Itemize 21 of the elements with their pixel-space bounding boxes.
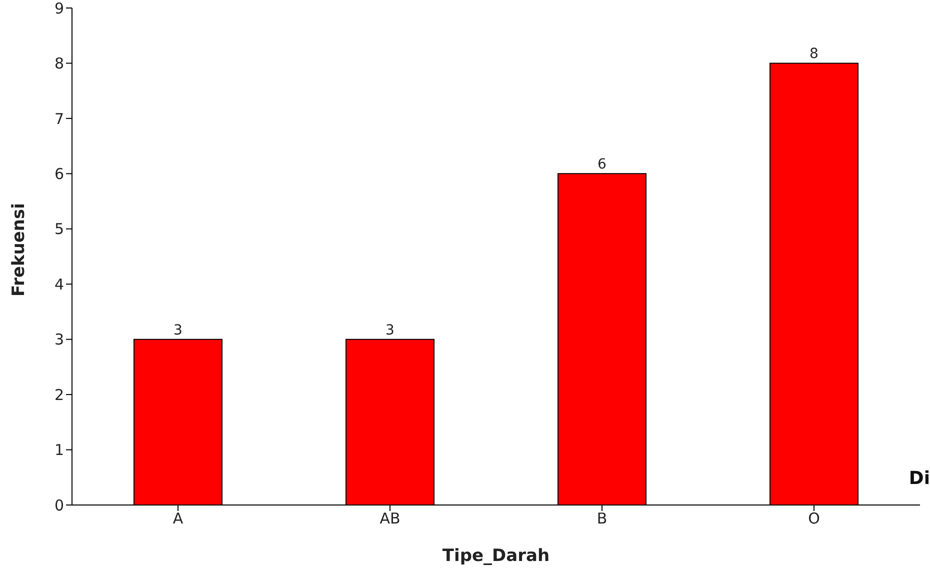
y-tick-label: 9 bbox=[54, 0, 64, 18]
annotation: Di bbox=[908, 468, 930, 489]
y-tick-label: 1 bbox=[54, 441, 64, 460]
y-tick-label: 3 bbox=[54, 330, 64, 349]
x-axis-title: Tipe_Darah bbox=[442, 546, 550, 566]
y-tick-label: 2 bbox=[54, 386, 64, 404]
y-tick-label: 7 bbox=[54, 110, 64, 128]
y-tick-label: 6 bbox=[54, 164, 64, 183]
y-tick-label: 5 bbox=[54, 220, 64, 238]
data-label: 8 bbox=[810, 46, 818, 62]
data-label: 3 bbox=[174, 322, 182, 338]
y-tick-label: 4 bbox=[54, 275, 64, 294]
data-label: 6 bbox=[598, 156, 607, 173]
x-tick-label: B bbox=[596, 510, 608, 528]
x-tick-label: A bbox=[172, 510, 184, 528]
y-tick-label: 0 bbox=[54, 496, 64, 514]
data-label: 3 bbox=[386, 322, 394, 338]
x-tick-label: AB bbox=[380, 510, 400, 528]
y-tick-label: 8 bbox=[54, 54, 64, 73]
y-axis-title: Frekuensi bbox=[9, 203, 30, 296]
x-tick-label: O bbox=[808, 510, 820, 528]
